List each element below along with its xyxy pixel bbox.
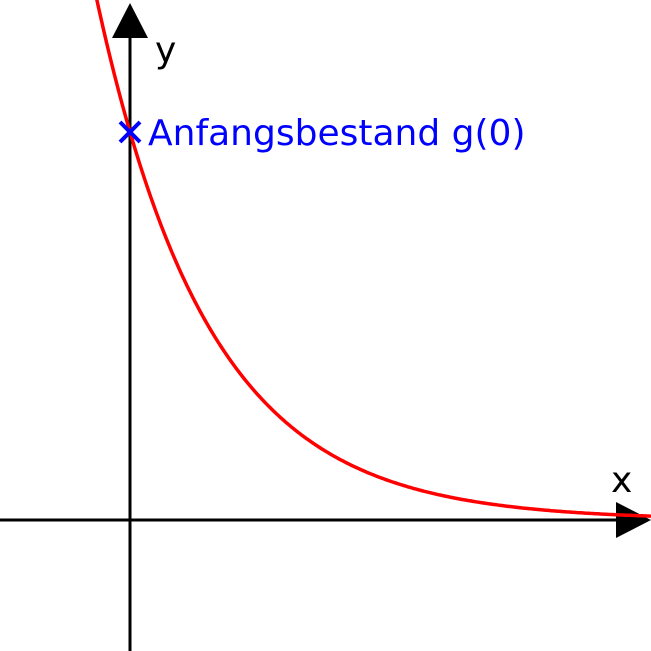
x-axis-label: x (611, 460, 632, 501)
series-line (95, 0, 651, 518)
x-axis-arrow-icon (616, 502, 651, 538)
annotation-cross-stroke-b (118, 120, 142, 144)
y-axis-label: y (155, 30, 176, 71)
annotation-label: Anfangsbestand g(0) (148, 113, 526, 154)
y-axis-arrow-icon (112, 3, 148, 38)
annotation-cross-icon (118, 120, 142, 144)
